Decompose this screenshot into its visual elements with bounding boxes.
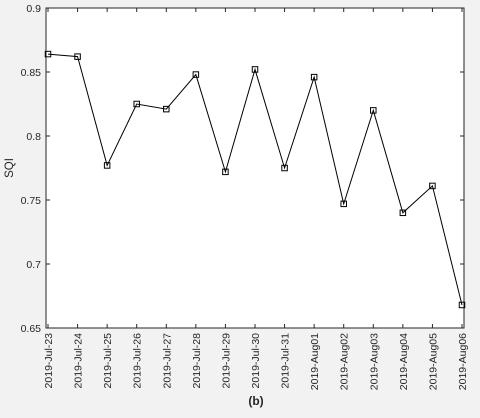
data-point-marker — [163, 105, 170, 113]
y-axis-label: SQI — [4, 158, 16, 178]
x-tick-label: 2019-Aug03 — [368, 333, 380, 390]
x-tick-label: 2019-Jul-31 — [280, 333, 292, 389]
data-point-marker — [192, 71, 200, 78]
data-point-marker — [310, 73, 318, 81]
data-point-marker — [399, 209, 407, 217]
data-point-marker — [251, 66, 259, 73]
data-point-marker — [222, 168, 229, 176]
series-layer — [44, 50, 466, 309]
data-point-marker — [74, 53, 81, 60]
x-tick-label: 2019-Jul-23 — [43, 333, 55, 389]
ticks-layer: 0.65 0.7 0.75 0.8 0.85 0.9 2019-Jul-23 2019-Jul… — [21, 3, 469, 390]
data-point-marker — [103, 162, 111, 169]
data-point-marker — [429, 182, 436, 190]
x-tick-label: 2019-Jul-25 — [102, 333, 114, 389]
x-tick-label: 2019-Aug04 — [398, 333, 410, 390]
data-point-marker — [133, 100, 140, 108]
x-tick-label: 2019-Aug01 — [309, 333, 321, 390]
x-tick-label: 2019-Aug06 — [457, 333, 469, 390]
y-tick-label: 0.65 — [21, 323, 42, 335]
y-tick-label: 0.75 — [21, 195, 42, 207]
data-point-marker — [340, 200, 347, 208]
x-tick-label: 2019-Jul-29 — [220, 333, 232, 389]
data-point-marker — [44, 50, 52, 58]
x-tick-label: 2019-Jul-30 — [250, 333, 262, 389]
figure-caption: (b) — [248, 394, 263, 408]
x-tick-label: 2019-Aug05 — [427, 333, 439, 390]
data-point-marker — [370, 107, 377, 114]
y-tick-label: 0.9 — [26, 3, 41, 15]
data-point-marker — [281, 164, 288, 172]
y-tick-label: 0.7 — [26, 259, 41, 271]
x-tick-label: 2019-Jul-24 — [73, 333, 85, 389]
plot-area — [45, 7, 465, 329]
series-line — [47, 53, 463, 306]
data-point-marker — [458, 301, 466, 309]
x-tick-label: 2019-Aug02 — [339, 333, 351, 390]
x-tick-label: 2019-Jul-28 — [191, 333, 203, 389]
y-tick-label: 0.8 — [26, 131, 41, 143]
y-tick-label: 0.85 — [21, 67, 42, 79]
x-tick-label: 2019-Jul-27 — [161, 333, 173, 389]
x-tick-label: 2019-Jul-26 — [132, 333, 144, 389]
